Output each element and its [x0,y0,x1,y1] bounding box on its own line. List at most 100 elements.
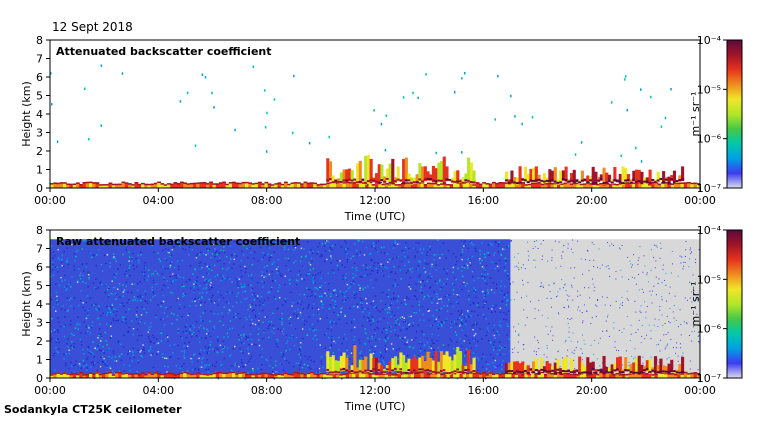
layer-column [332,181,337,188]
noise-pixel [203,241,206,243]
layer-edge [235,182,239,185]
noise-pixel [495,287,498,289]
noise-pixel [244,317,247,319]
noise-pixel [454,277,456,279]
noise-pixel [216,253,218,256]
layer-edge [170,183,174,186]
noise-pixel [191,249,193,251]
noise-pixel [131,360,133,362]
noise-pixel [364,328,366,330]
noise-pixel [207,249,209,252]
layer-edge [206,374,210,376]
noise-pixel [377,269,379,271]
cloud-column [339,356,343,372]
noise-pixel [226,268,228,271]
noise-pixel [254,295,256,297]
noise-pixel [58,284,61,286]
noise-pixel [249,304,251,306]
noise-pixel [250,284,252,286]
layer-edge [180,181,184,184]
noise-pixel [149,346,152,348]
noise-pixel [109,242,111,244]
noise-pixel [405,344,408,346]
cloud-base [648,181,652,184]
noise-pixel [157,274,160,276]
noise-pixel [473,310,476,313]
noise-pixel [305,321,308,323]
noise-pixel [274,279,277,282]
noise-pixel [506,299,509,301]
cloud-column [448,356,452,375]
noise-pixel [403,250,405,252]
noise-pixel [463,355,466,357]
noise-pixel [621,296,623,298]
noise-pixel [481,259,483,262]
noise-pixel [506,245,508,248]
noise-pixel [385,340,387,342]
noise-pixel [689,297,691,299]
noise-pixel [212,328,215,330]
noise-pixel [214,255,216,258]
layer-column [514,373,519,378]
noise-pixel [171,281,174,284]
noise-pixel [663,334,665,336]
noise-pixel [477,277,480,279]
cloud-base [521,371,525,374]
noise-pixel [108,239,110,242]
noise-pixel [641,325,643,327]
noise-pixel [657,326,659,328]
noise-pixel [141,356,144,358]
layer-column [410,371,415,378]
noise-pixel [57,329,59,331]
cloud-column [421,355,425,372]
noise-pixel [157,342,160,344]
layer-column [85,181,90,188]
layer-column [258,373,262,378]
layer-edge [131,373,135,375]
noise-pixel [199,285,201,287]
noise-pixel [330,345,333,347]
noise-pixel [394,324,397,326]
noise-pixel [152,296,154,298]
noise-pixel [200,319,202,321]
noise-pixel [338,349,340,351]
layer-edge [297,372,301,375]
noise-pixel [525,295,527,297]
noise-pixel [138,261,140,264]
noise-pixel [309,295,312,298]
noise-pixel [669,322,671,324]
noise-pixel [99,323,101,325]
noise-pixel [396,243,399,245]
noise-pixel [122,316,124,319]
noise-pixel [352,343,355,346]
cloud-base [418,178,422,181]
noise-pixel [384,303,387,306]
noise-pixel [113,311,115,313]
noise-pixel [200,366,203,368]
colorbar-label: m⁻¹ sr⁻¹ [689,92,702,137]
noise-pixel [212,294,214,297]
cloud-column [345,169,349,183]
noise-pixel [260,239,262,242]
noise-pixel [117,319,120,322]
noise-pixel [697,335,699,337]
noise-pixel [358,240,360,242]
layer-edge [680,182,685,184]
cloud-column [402,355,406,375]
noise-pixel [438,324,441,326]
noise-pixel [411,339,413,341]
echo-pixel [273,98,276,101]
noise-pixel [93,364,95,366]
layer-column [449,373,454,378]
noise-pixel [183,285,185,287]
noise-pixel [408,298,410,300]
layer-edge [423,371,428,374]
layer-edge [235,373,239,375]
noise-pixel [164,337,167,340]
cloud-base [616,179,620,182]
noise-pixel [353,318,355,321]
noise-pixel [375,339,377,341]
noise-pixel [455,278,457,281]
layer-column [485,183,490,188]
noise-pixel [248,343,250,346]
